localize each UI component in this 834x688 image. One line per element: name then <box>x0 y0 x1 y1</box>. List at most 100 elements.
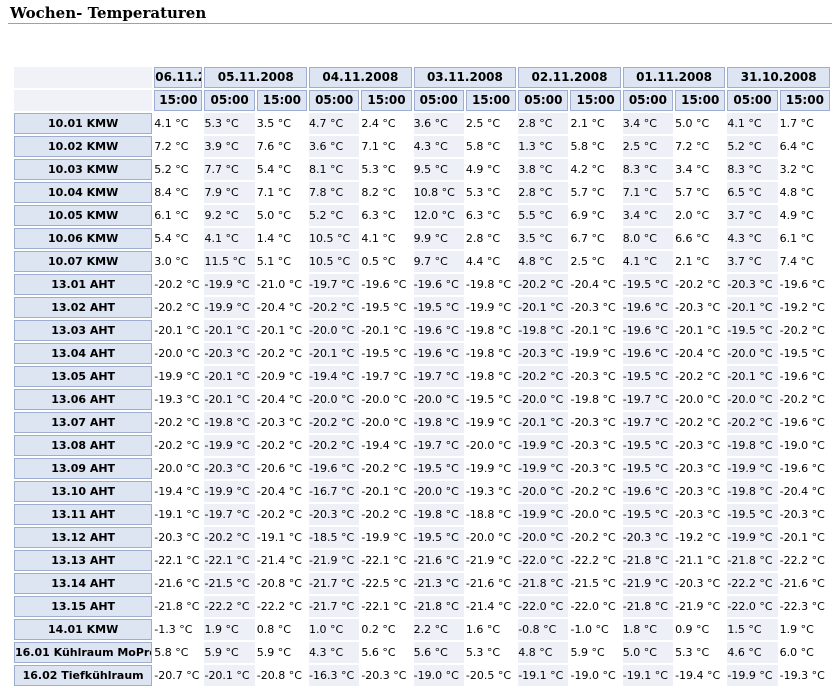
temperature-cell: -20.3 °C <box>570 366 621 387</box>
temperature-cell: 7.6 °C <box>256 136 308 157</box>
temperature-cell: -18.8 °C <box>465 504 517 525</box>
temperature-cell: -20.5 °C <box>465 665 517 686</box>
temperature-cell: 5.1 °C <box>256 251 308 272</box>
temperature-cell: -19.4 °C <box>675 665 726 686</box>
temperature-cell: -21.7 °C <box>309 596 360 617</box>
temperature-cell: -20.1 °C <box>204 665 255 686</box>
time-header: 15:00 <box>570 90 621 111</box>
temperature-cell: -19.0 °C <box>570 665 621 686</box>
temperature-cell: -19.5 °C <box>622 458 674 479</box>
temperature-cell: -20.4 °C <box>675 343 726 364</box>
temperature-cell: -20.0 °C <box>154 458 203 479</box>
temperature-cell: -19.9 °C <box>518 435 569 456</box>
row-label: 10.02 KMW <box>14 136 153 157</box>
temperature-cell: -20.0 °C <box>465 527 517 548</box>
temperature-cell: 5.8 °C <box>570 136 621 157</box>
temperature-cell: 1.5 °C <box>727 619 778 640</box>
temperature-cell: -19.5 °C <box>413 297 464 318</box>
temperature-cell: -20.1 °C <box>518 412 569 433</box>
row-label: 10.07 KMW <box>14 251 153 272</box>
temperature-cell: -21.7 °C <box>309 573 360 594</box>
table-body: 10.01 KMW 4.1 °C 5.3 °C 3.5 °C 4.7 °C 2.4 °C 3… <box>14 113 830 686</box>
temperature-cell: 0.2 °C <box>361 619 412 640</box>
temperature-cell: -19.5 °C <box>622 366 674 387</box>
temperature-cell: -20.3 °C <box>204 458 255 479</box>
temperature-cell: -19.5 °C <box>622 274 674 295</box>
temperature-cell: -20.1 °C <box>675 320 726 341</box>
temperature-cell: -20.1 °C <box>204 366 255 387</box>
temperature-cell: 7.7 °C <box>204 159 255 180</box>
time-header: 05:00 <box>518 90 569 111</box>
temperature-cell: -22.5 °C <box>361 573 412 594</box>
time-header: 15:00 <box>256 90 308 111</box>
date-header: 01.11.2008 <box>622 67 726 88</box>
temperature-cell: 5.6 °C <box>413 642 464 663</box>
temperature-cell: -19.6 °C <box>361 274 412 295</box>
temperature-cell: 5.7 °C <box>570 182 621 203</box>
temperature-cell: 3.4 °C <box>675 159 726 180</box>
table-row: 13.12 AHT -20.3 °C -20.2 °C -19.1 °C -18.5 °… <box>14 527 830 548</box>
table-row: 13.14 AHT -21.6 °C -21.5 °C -20.8 °C -21.7 °… <box>14 573 830 594</box>
time-header: 05:00 <box>309 90 360 111</box>
temperature-cell: 5.4 °C <box>256 159 308 180</box>
temperature-cell: 3.5 °C <box>256 113 308 134</box>
temperature-cell: -22.0 °C <box>727 596 778 617</box>
temperature-cell: -20.2 °C <box>675 412 726 433</box>
temperature-table: 06.11.200805.11.200804.11.200803.11.2008… <box>12 65 832 688</box>
temperature-cell: -19.9 °C <box>727 458 778 479</box>
temperature-cell: -19.7 °C <box>413 366 464 387</box>
temperature-cell: -19.7 °C <box>622 412 674 433</box>
temperature-cell: -19.6 °C <box>779 458 830 479</box>
temperature-cell: -22.1 °C <box>204 550 255 571</box>
temperature-cell: -20.4 °C <box>779 481 830 502</box>
temperature-cell: -20.0 °C <box>361 389 412 410</box>
temperature-cell: 4.1 °C <box>622 251 674 272</box>
temperature-cell: -20.0 °C <box>518 481 569 502</box>
table-row: 13.04 AHT -20.0 °C -20.3 °C -20.2 °C -20.1 °… <box>14 343 830 364</box>
table-row: 10.03 KMW 5.2 °C 7.7 °C 5.4 °C 8.1 °C 5.3 °C 9… <box>14 159 830 180</box>
temperature-cell: -19.8 °C <box>204 412 255 433</box>
temperature-cell: -19.5 °C <box>413 527 464 548</box>
temperature-cell: -19.9 °C <box>204 435 255 456</box>
temperature-cell: 0.9 °C <box>675 619 726 640</box>
temperature-cell: -19.1 °C <box>518 665 569 686</box>
table-row: 13.08 AHT -20.2 °C -19.9 °C -20.2 °C -20.2 °… <box>14 435 830 456</box>
temperature-cell: 7.1 °C <box>361 136 412 157</box>
row-label: 13.08 AHT <box>14 435 153 456</box>
temperature-cell: -20.1 °C <box>570 320 621 341</box>
temperature-cell: -19.9 °C <box>154 366 203 387</box>
temperature-cell: -19.7 °C <box>361 366 412 387</box>
table-row: 10.04 KMW 8.4 °C 7.9 °C 7.1 °C 7.8 °C 8.2 °C 1… <box>14 182 830 203</box>
table-row: 13.15 AHT -21.8 °C -22.2 °C -22.2 °C -21.7 °… <box>14 596 830 617</box>
temperature-cell: 0.5 °C <box>361 251 412 272</box>
row-label: 13.01 AHT <box>14 274 153 295</box>
temperature-cell: -20.4 °C <box>256 297 308 318</box>
temperature-cell: -19.8 °C <box>465 320 517 341</box>
temperature-cell: -19.0 °C <box>779 435 830 456</box>
temperature-cell: -20.2 °C <box>675 274 726 295</box>
temperature-cell: -19.8 °C <box>465 366 517 387</box>
temperature-cell: 1.3 °C <box>518 136 569 157</box>
row-label: 10.05 KMW <box>14 205 153 226</box>
temperature-cell: 4.3 °C <box>727 228 778 249</box>
temperature-cell: -20.2 °C <box>256 343 308 364</box>
temperature-cell: -20.3 °C <box>622 527 674 548</box>
temperature-cell: -20.3 °C <box>570 412 621 433</box>
temperature-cell: 10.8 °C <box>413 182 464 203</box>
temperature-cell: 4.8 °C <box>779 182 830 203</box>
temperature-cell: -22.0 °C <box>518 596 569 617</box>
temperature-cell: -19.0 °C <box>413 665 464 686</box>
temperature-cell: -20.0 °C <box>518 527 569 548</box>
temperature-cell: -19.5 °C <box>622 435 674 456</box>
temperature-cell: -20.3 °C <box>518 343 569 364</box>
temperature-cell: -20.1 °C <box>727 297 778 318</box>
temperature-cell: -20.2 °C <box>779 389 830 410</box>
temperature-cell: 3.2 °C <box>779 159 830 180</box>
temperature-cell: 7.2 °C <box>154 136 203 157</box>
temperature-cell: -20.2 °C <box>154 435 203 456</box>
temperature-cell: -19.8 °C <box>570 389 621 410</box>
temperature-cell: -20.4 °C <box>256 389 308 410</box>
row-label: 10.04 KMW <box>14 182 153 203</box>
temperature-cell: -20.1 °C <box>727 366 778 387</box>
temperature-cell: -19.9 °C <box>727 665 778 686</box>
